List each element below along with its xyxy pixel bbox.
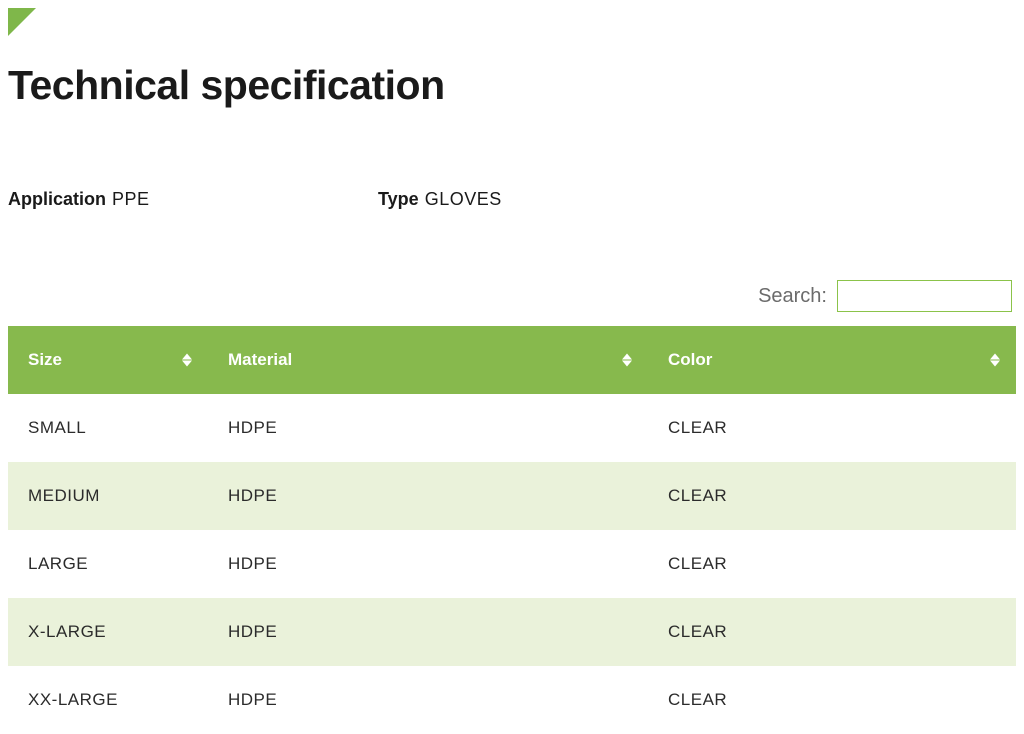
search-row: Search:	[8, 280, 1016, 312]
table-header-row: Size Material Color	[8, 326, 1016, 394]
column-header-size-label: Size	[28, 350, 62, 369]
meta-application: Application PPE	[8, 189, 378, 210]
cell-size: SMALL	[8, 394, 208, 462]
column-header-color-label: Color	[668, 350, 712, 369]
cell-size: X-LARGE	[8, 598, 208, 666]
cell-material: HDPE	[208, 666, 648, 734]
search-label: Search:	[758, 285, 827, 308]
cell-material: HDPE	[208, 530, 648, 598]
meta-application-value: PPE	[112, 189, 150, 210]
cell-color: CLEAR	[648, 462, 1016, 530]
meta-type: Type GLOVES	[378, 189, 502, 210]
spec-table: Size Material Color	[8, 326, 1016, 734]
cell-color: CLEAR	[648, 666, 1016, 734]
table-row: X-LARGE HDPE CLEAR	[8, 598, 1016, 666]
meta-application-label: Application	[8, 189, 106, 210]
cell-material: HDPE	[208, 598, 648, 666]
table-row: SMALL HDPE CLEAR	[8, 394, 1016, 462]
meta-type-label: Type	[378, 189, 419, 210]
sort-icon	[990, 354, 1000, 367]
column-header-material[interactable]: Material	[208, 326, 648, 394]
cell-color: CLEAR	[648, 394, 1016, 462]
sort-icon	[622, 354, 632, 367]
column-header-size[interactable]: Size	[8, 326, 208, 394]
cell-material: HDPE	[208, 462, 648, 530]
cell-color: CLEAR	[648, 598, 1016, 666]
column-header-material-label: Material	[228, 350, 292, 369]
table-row: XX-LARGE HDPE CLEAR	[8, 666, 1016, 734]
cell-material: HDPE	[208, 394, 648, 462]
cell-color: CLEAR	[648, 530, 1016, 598]
table-row: MEDIUM HDPE CLEAR	[8, 462, 1016, 530]
meta-row: Application PPE Type GLOVES	[8, 189, 1016, 210]
brand-corner-triangle	[8, 8, 36, 36]
cell-size: LARGE	[8, 530, 208, 598]
page-title: Technical specification	[8, 62, 1016, 109]
cell-size: MEDIUM	[8, 462, 208, 530]
cell-size: XX-LARGE	[8, 666, 208, 734]
table-row: LARGE HDPE CLEAR	[8, 530, 1016, 598]
meta-type-value: GLOVES	[425, 189, 502, 210]
column-header-color[interactable]: Color	[648, 326, 1016, 394]
page-title-suffix: specification	[200, 62, 444, 108]
sort-icon	[182, 354, 192, 367]
page-title-prefix: Technical	[8, 62, 200, 108]
search-input[interactable]	[837, 280, 1012, 312]
